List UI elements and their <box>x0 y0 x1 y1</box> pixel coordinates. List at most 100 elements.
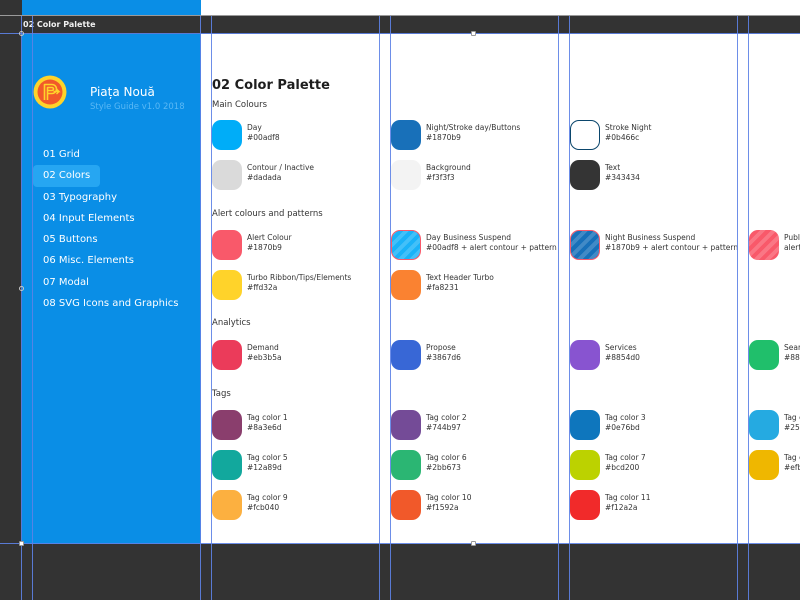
color-chip <box>391 340 421 370</box>
artboard-top-edge <box>0 33 800 34</box>
nav-item-grid[interactable]: 01 Grid <box>43 149 80 160</box>
section-title-alert: Alert colours and patterns <box>212 209 323 219</box>
swatch-hex: #efb <box>784 463 800 472</box>
layout-guide <box>390 16 391 600</box>
section-title-main-colours: Main Colours <box>212 100 268 110</box>
color-chip <box>391 270 421 300</box>
artboard-title-bar <box>0 16 800 34</box>
swatch-hex: #25a <box>784 423 800 432</box>
color-chip <box>212 270 242 300</box>
color-chip <box>570 490 600 520</box>
color-chip <box>212 490 242 520</box>
swatch-hex: #bcd200 <box>605 463 640 472</box>
color-chip <box>212 450 242 480</box>
nav-item-svg-icons[interactable]: 08 SVG Icons and Graphics <box>43 298 179 310</box>
nav-item-buttons[interactable]: 05 Buttons <box>43 234 98 246</box>
color-chip <box>570 410 600 440</box>
artboard-divider <box>0 15 800 16</box>
swatch-name: Searc <box>784 343 800 352</box>
swatch-hex: #8854d0 <box>605 353 640 362</box>
nav-item-misc-elements[interactable]: 06 Misc. Elements <box>43 255 134 267</box>
nav-item-colors[interactable]: 02 Colors <box>33 165 100 187</box>
section-title-analytics: Analytics <box>212 318 251 328</box>
artboard-bottom-edge <box>0 543 800 544</box>
swatch-name: Alert Colour <box>247 233 292 242</box>
swatch-hex: #0e76bd <box>605 423 640 432</box>
nav-item-modal[interactable]: 07 Modal <box>43 276 89 288</box>
section-title-tags: Tags <box>212 389 231 399</box>
swatch-hex: #fa8231 <box>426 283 459 292</box>
swatch-hex: #f1592a <box>426 503 459 512</box>
swatch-hex: #1870b9 <box>247 243 282 252</box>
layout-guide <box>558 16 559 600</box>
swatch-hex: #1870b9 <box>426 133 461 142</box>
brand-subtitle: Style Guide v1.0 2018 <box>90 102 185 112</box>
swatch-name: Tag color 1 <box>247 413 288 422</box>
swatch-hex: #eb3b5a <box>247 353 282 362</box>
swatch-name: Contour / Inactive <box>247 163 315 172</box>
swatch-hex: #0b466c <box>605 133 640 142</box>
resize-handle-left[interactable] <box>19 286 24 291</box>
brand-name: Piața Nouă <box>90 85 155 99</box>
resize-handle-bottom[interactable] <box>471 541 476 546</box>
swatch-hex: alert <box>784 243 800 252</box>
page-title: 02 Color Palette <box>212 78 330 93</box>
swatch-hex: #00adf8 + alert contour + pattern <box>426 243 557 252</box>
swatch-name: Tag color 6 <box>426 453 467 462</box>
swatch-name: Turbo Ribbon/Tips/Elements <box>247 273 352 282</box>
swatch-name: Propose <box>426 343 456 352</box>
layout-guide <box>200 16 201 600</box>
swatch-name: Background <box>426 163 471 172</box>
swatch-name: Services <box>605 343 637 352</box>
swatch-hex: #12a89d <box>247 463 282 472</box>
artboard-color-palette[interactable]: Piața Nouă Style Guide v1.0 2018 01 Grid… <box>22 34 800 544</box>
artboard-label[interactable]: 02 Color Palette <box>23 20 96 29</box>
swatch-hex: #2bb673 <box>426 463 461 472</box>
color-chip <box>391 410 421 440</box>
swatch-hex: #fcb040 <box>247 503 280 512</box>
previous-artboard-sidebar <box>22 0 201 16</box>
resize-handle-top-left[interactable] <box>19 31 24 36</box>
swatch-hex: #f3f3f3 <box>426 173 455 182</box>
resize-handle-bottom-left[interactable] <box>19 541 24 546</box>
swatch-name: Tag color 5 <box>247 453 288 462</box>
color-chip <box>570 450 600 480</box>
swatch-hex: #dadada <box>247 173 282 182</box>
color-chip <box>749 410 779 440</box>
swatch-hex: #8a3e6d <box>247 423 282 432</box>
swatch-name: Tag color 10 <box>426 493 472 502</box>
swatch-name: Publi <box>784 233 800 242</box>
color-chip <box>391 230 421 260</box>
swatch-name: Day <box>247 123 262 132</box>
piata-noua-logo-icon <box>33 75 67 109</box>
color-chip <box>212 410 242 440</box>
swatch-name: Tag color 9 <box>247 493 288 502</box>
swatch-name: Tag color 2 <box>426 413 467 422</box>
color-chip <box>749 450 779 480</box>
resize-handle-top[interactable] <box>471 31 476 36</box>
swatch-hex: #343434 <box>605 173 640 182</box>
color-palette-content: 02 Color Palette Main Colours Day #00adf… <box>201 34 800 544</box>
color-chip <box>570 230 600 260</box>
color-chip <box>212 160 242 190</box>
layout-guide <box>211 16 212 600</box>
color-chip <box>391 450 421 480</box>
swatch-hex: #00adf8 <box>247 133 280 142</box>
layout-guide <box>569 16 570 600</box>
swatch-hex: #744b97 <box>426 423 461 432</box>
sidebar-nav: 01 Grid 02 Colors 03 Typography 04 Input… <box>33 144 193 314</box>
swatch-name: Tag color 11 <box>605 493 651 502</box>
color-chip <box>749 340 779 370</box>
canvas-edge <box>0 0 22 16</box>
swatch-name: Demand <box>247 343 279 352</box>
nav-item-typography[interactable]: 03 Typography <box>43 191 118 203</box>
swatch-name: Tag c <box>784 453 800 462</box>
layout-guide <box>748 16 749 600</box>
nav-item-input-elements[interactable]: 04 Input Elements <box>43 212 135 224</box>
color-chip <box>749 230 779 260</box>
swatch-hex: #f12a2a <box>605 503 638 512</box>
color-chip <box>391 490 421 520</box>
color-chip <box>391 120 421 150</box>
swatch-hex: #1870b9 + alert contour + pattern <box>605 243 739 252</box>
color-chip <box>570 340 600 370</box>
